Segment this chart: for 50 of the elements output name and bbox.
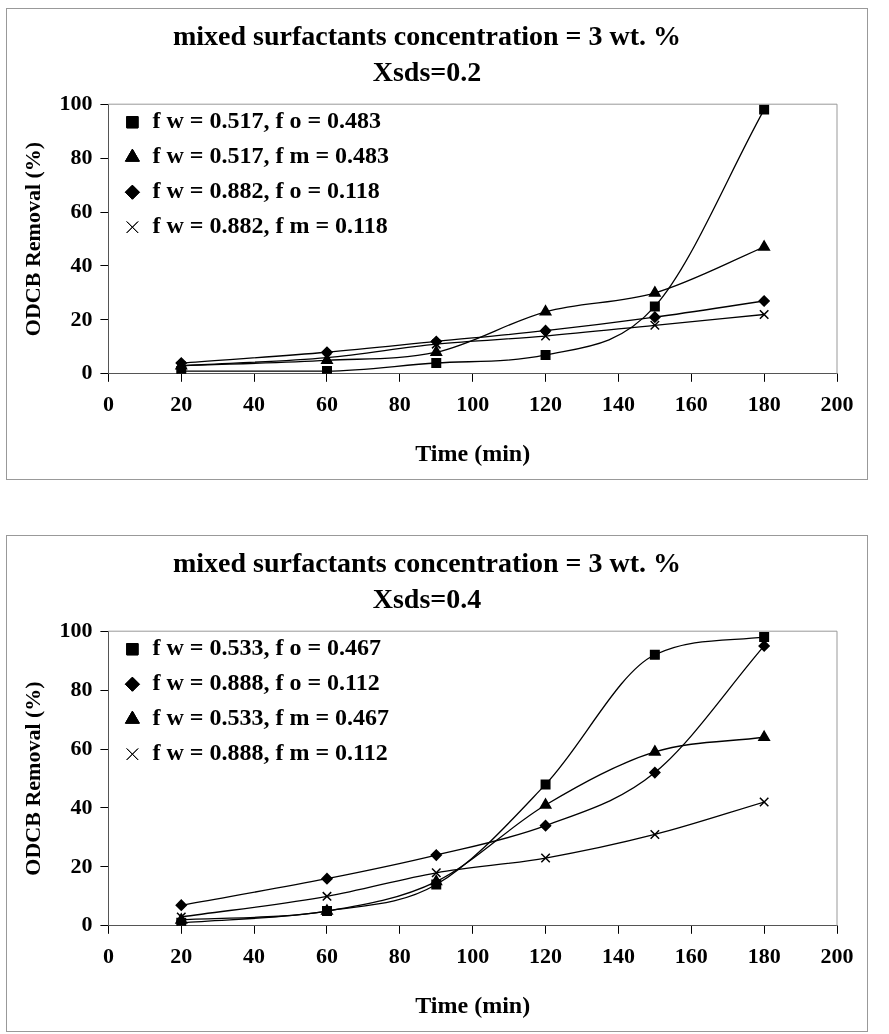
x-tick-label: 160 [674,942,708,968]
chart-subtitle: Xsds=0.2 [372,55,482,87]
x-tick-label: 200 [820,942,854,968]
x-tick-label: 140 [601,390,635,416]
x-tick-label: 100 [456,390,490,416]
x-tick-label: 120 [529,942,563,968]
x-tick-label: 140 [601,942,635,968]
y-tick-label: 40 [70,793,93,819]
y-axis-title: ODCB Removal (%) [19,141,45,337]
x-tick-label: 60 [315,942,338,968]
legend-label: f w = 0.517, f o = 0.483 [152,107,382,134]
y-tick-label: 0 [81,911,93,937]
x-tick-label: 200 [820,390,854,416]
x-tick-label: 0 [102,390,114,416]
legend-label: f w = 0.888, f m = 0.112 [152,739,388,766]
y-axis-title: ODCB Removal (%) [19,681,45,876]
chart-title: mixed surfactants concentration = 3 wt. % [172,20,682,52]
y-tick-label: 20 [70,305,93,331]
y-tick-label: 100 [59,616,93,642]
x-tick-label: 20 [170,942,193,968]
x-tick-label: 20 [170,390,193,416]
legend-label: f w = 0.888, f o = 0.112 [152,669,380,696]
y-tick-label: 80 [70,143,93,169]
y-tick-label: 80 [70,675,93,701]
y-tick-label: 60 [70,197,93,223]
x-tick-label: 0 [102,942,114,968]
y-tick-label: 40 [70,251,93,277]
x-tick-label: 40 [243,942,266,968]
x-tick-label: 80 [388,942,411,968]
x-tick-label: 100 [456,942,490,968]
x-tick-label: 180 [747,390,781,416]
x-axis-title: Time (min) [415,439,531,466]
x-tick-label: 120 [529,390,563,416]
x-tick-label: 60 [315,390,338,416]
y-tick-label: 20 [70,852,93,878]
y-tick-label: 0 [81,359,93,385]
x-tick-label: 180 [747,942,781,968]
chart-subtitle: Xsds=0.4 [372,582,482,614]
x-tick-label: 160 [674,390,708,416]
y-tick-label: 60 [70,734,93,760]
y-tick-label: 100 [59,89,93,115]
x-tick-label: 40 [243,390,266,416]
legend-label: f w = 0.533, f m = 0.467 [152,704,390,731]
legend-label: f w = 0.517, f m = 0.483 [152,142,390,169]
legend-label: f w = 0.533, f o = 0.467 [152,634,382,661]
x-tick-label: 80 [388,390,411,416]
x-axis-title: Time (min) [415,991,531,1018]
chart-title: mixed surfactants concentration = 3 wt. % [172,547,682,579]
legend-label: f w = 0.882, f m = 0.118 [152,212,388,239]
legend-label: f w = 0.882, f o = 0.118 [152,177,380,204]
